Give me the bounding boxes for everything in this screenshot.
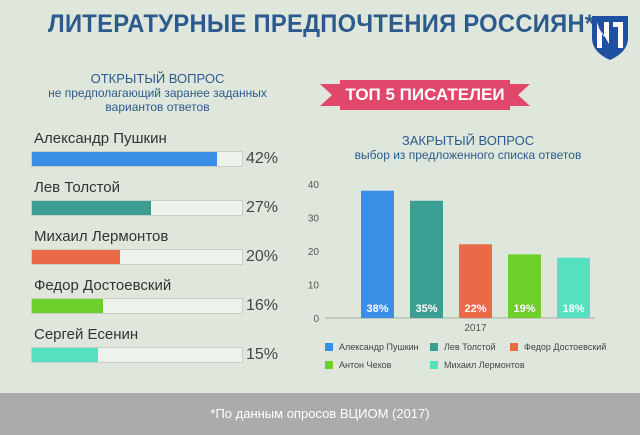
closed-question-title: ЗАКРЫТЫЙ ВОПРОС (401, 133, 535, 148)
legend-label: Александр Пушкин (339, 342, 419, 352)
percent-label: 15% (246, 346, 279, 363)
page-title: ЛИТЕРАТУРНЫЕ ПРЕДПОЧТЕНИЯ РОССИЯН* (48, 10, 595, 38)
bar-value-label: 38% (366, 303, 388, 315)
open-question-title: ОТКРЫТЫЙ ВОПРОС (90, 71, 225, 86)
legend-label: Михаил Лермонтов (444, 360, 525, 370)
writer-name-label: Лев Толстой (34, 179, 121, 196)
progress-bar-fill (32, 299, 103, 313)
progress-bar-fill (32, 201, 152, 215)
open-question-desc-line1: не предполагающий заранее заданных (48, 86, 267, 100)
legend-swatch (430, 361, 438, 369)
legend-item: Антон Чехов (325, 360, 391, 370)
top5-ribbon (320, 80, 530, 110)
progress-bar-fill (32, 152, 218, 166)
legend-label: Федор Достоевский (524, 342, 607, 352)
writer-name-label: Александр Пушкин (34, 130, 167, 147)
progress-bar-track (31, 151, 243, 167)
bar-3 (459, 244, 492, 318)
progress-bar-track (31, 200, 243, 216)
progress-bar-fill (32, 250, 121, 264)
top5-ribbon-label: ТОП 5 ПИСАТЕЛЕИ (345, 85, 505, 104)
y-tick-label: 40 (308, 180, 320, 191)
bar-value-label: 18% (562, 303, 584, 315)
vciom-logo-icon (592, 16, 628, 60)
closed-question-subtitle: выбор из предложенного списка ответов (354, 148, 582, 162)
legend-swatch (325, 343, 333, 351)
progress-bar-track (31, 298, 243, 314)
y-tick-label: 30 (308, 214, 320, 225)
footer-bar (0, 393, 640, 435)
writer-name-label: Федор Достоевский (34, 277, 172, 294)
writer-name-label: Сергей Есенин (34, 326, 139, 343)
legend-label: Лев Толстой (444, 342, 496, 352)
bar-value-label: 35% (415, 303, 437, 315)
bar-1 (361, 190, 394, 318)
closed-question-heading: ЗАКРЫТЫЙ ВОПРОС выбор из предложенного с… (328, 133, 608, 163)
closed-question-chart: 0 10 20 30 40 38% 35% 22% 19% 18% 2017 (308, 180, 595, 334)
legend-swatch (325, 361, 333, 369)
percent-label: 27% (246, 199, 279, 216)
y-tick-label: 10 (308, 281, 320, 292)
percent-label: 42% (246, 150, 279, 167)
open-question-desc-line2: вариантов ответов (105, 100, 210, 114)
open-question-heading: ОТКРЫТЫЙ ВОПРОС не предполагающий заране… (30, 71, 285, 115)
bar-4 (508, 254, 541, 318)
legend-swatch (510, 343, 518, 351)
y-tick-label: 0 (313, 314, 319, 325)
y-tick-label: 20 (308, 247, 320, 258)
percent-label: 20% (246, 248, 279, 265)
x-category-label: 2017 (464, 323, 487, 334)
progress-bar-fill (32, 348, 99, 362)
legend-label: Антон Чехов (339, 360, 392, 370)
percent-label: 16% (246, 297, 279, 314)
writer-name-label: Михаил Лермонтов (34, 228, 169, 245)
bar-value-label: 19% (513, 303, 535, 315)
progress-bar-track (31, 347, 243, 363)
legend-swatch (430, 343, 438, 351)
legend-item: Михаил Лермонтов (430, 360, 525, 370)
legend-item: Федор Достоевский (510, 342, 606, 352)
progress-bar-track (31, 249, 243, 265)
bar-2 (410, 200, 443, 318)
legend-item: Лев Толстой (430, 342, 496, 352)
legend-item: Александр Пушкин (325, 342, 419, 352)
bar-5 (557, 257, 590, 318)
footer-note: *По данным опросов ВЦИОМ (2017) (210, 406, 430, 421)
bar-value-label: 22% (464, 303, 486, 315)
